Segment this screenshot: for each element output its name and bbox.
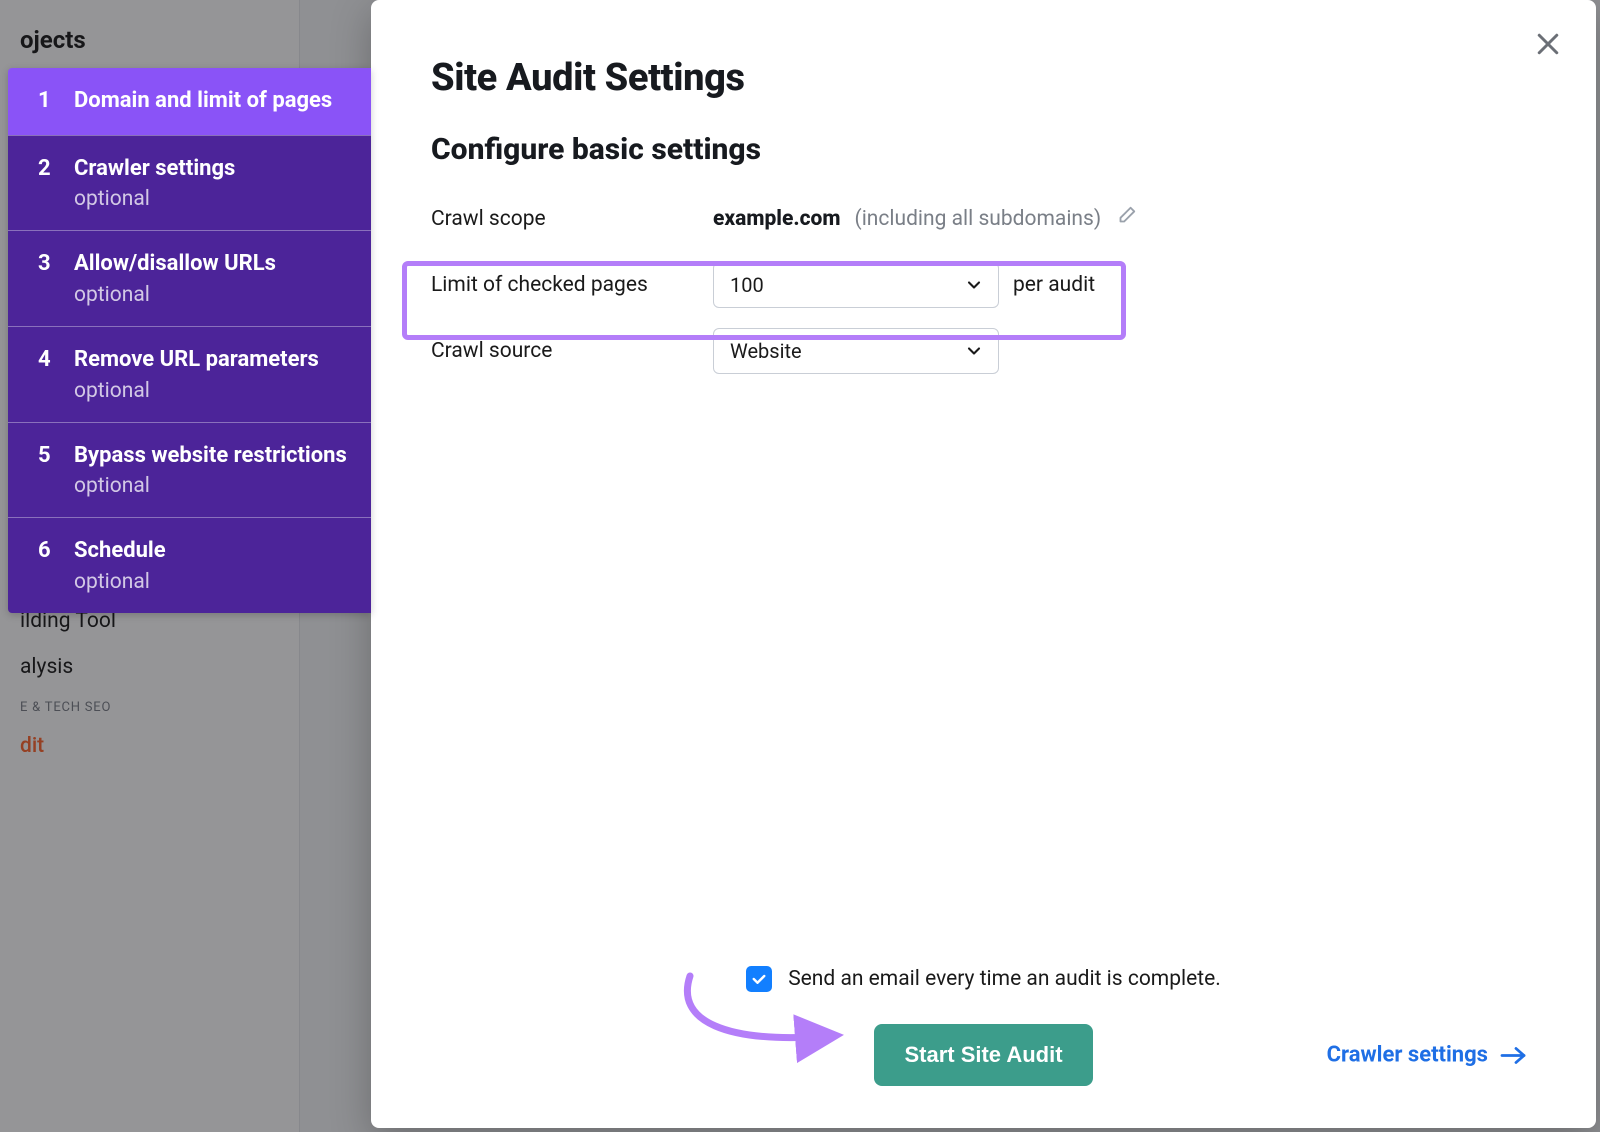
crawl-scope-domain: example.com [713,207,841,231]
wizard-step-title: Allow/disallow URLs [74,249,276,279]
crawl-source-value: Website [730,339,802,363]
crawl-source-select[interactable]: Website [713,328,999,374]
edit-icon[interactable] [1115,205,1137,233]
chevron-down-icon [964,341,984,361]
wizard-step-6[interactable]: 6 Schedule optional [8,517,371,613]
wizard-step-optional: optional [74,379,319,403]
wizard-step-optional: optional [74,187,235,211]
crawl-scope-label: Crawl scope [431,207,713,231]
wizard-step-1[interactable]: 1 Domain and limit of pages [8,68,371,135]
start-site-audit-button[interactable]: Start Site Audit [874,1024,1092,1086]
wizard-step-number: 1 [38,86,52,116]
chevron-down-icon [964,275,984,295]
close-icon[interactable] [1528,24,1568,64]
limit-pages-select[interactable]: 100 [713,262,999,308]
wizard-step-title: Bypass website restrictions [74,441,347,471]
wizard-step-number: 3 [38,249,52,307]
wizard-steps: 1 Domain and limit of pages 2 Crawler setti… [8,68,371,613]
wizard-step-2[interactable]: 2 Crawler settings optional [8,135,371,231]
arrow-right-icon [1500,1045,1528,1065]
email-notify-checkbox[interactable] [746,966,772,992]
wizard-step-5[interactable]: 5 Bypass website restrictions optional [8,422,371,518]
wizard-step-3[interactable]: 3 Allow/disallow URLs optional [8,230,371,326]
wizard-step-number: 6 [38,536,52,594]
crawl-source-label: Crawl source [431,339,713,363]
email-notify-row: Send an email every time an audit is com… [746,966,1221,992]
wizard-step-optional: optional [74,570,166,594]
crawl-scope-note: (including all subdomains) [855,207,1102,231]
wizard-step-number: 4 [38,345,52,403]
row-limit-pages: Limit of checked pages 100 per audit [431,261,1528,309]
wizard-step-title: Crawler settings [74,154,235,184]
wizard-step-title: Remove URL parameters [74,345,319,375]
wizard-step-4[interactable]: 4 Remove URL parameters optional [8,326,371,422]
crawler-settings-link[interactable]: Crawler settings [1327,1043,1528,1068]
check-icon [750,970,768,988]
modal-subtitle: Configure basic settings [431,132,1528,167]
limit-pages-suffix: per audit [1013,273,1095,297]
modal-title: Site Audit Settings [431,56,1528,100]
modal-footer: Send an email every time an audit is com… [371,966,1596,1086]
limit-pages-value: 100 [730,273,764,297]
row-crawl-source: Crawl source Website [431,327,1528,375]
crawler-settings-link-label: Crawler settings [1327,1043,1488,1068]
limit-pages-label: Limit of checked pages [431,273,713,297]
wizard-step-optional: optional [74,474,347,498]
wizard-step-number: 2 [38,154,52,212]
wizard-step-number: 5 [38,441,52,499]
settings-modal: Site Audit Settings Configure basic sett… [371,0,1596,1128]
wizard-step-optional: optional [74,283,276,307]
row-crawl-scope: Crawl scope example.com (including all s… [431,195,1528,243]
wizard-step-title: Schedule [74,536,166,566]
wizard-step-title: Domain and limit of pages [74,86,332,116]
email-notify-label: Send an email every time an audit is com… [788,967,1221,991]
